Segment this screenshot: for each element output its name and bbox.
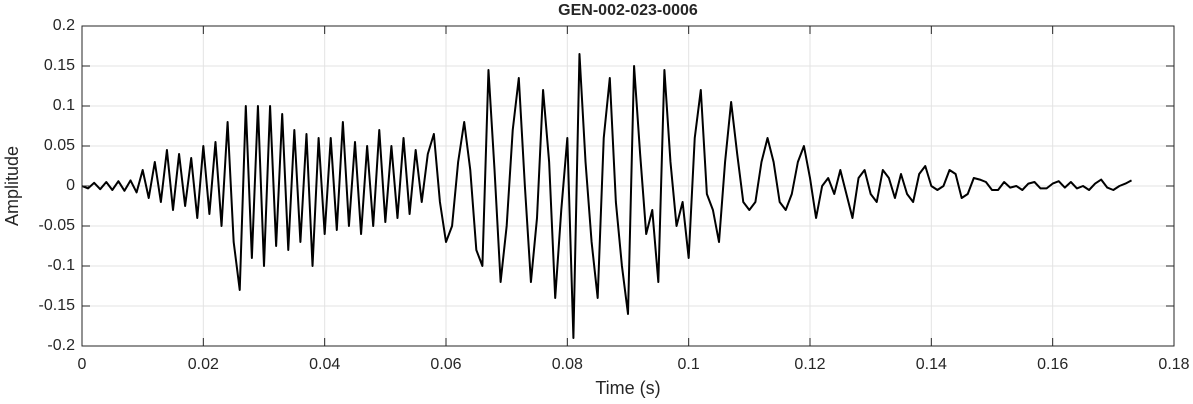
x-tick-label: 0.06 [430, 356, 461, 373]
y-tick-label: -0.2 [47, 337, 75, 354]
chart-title: GEN-002-023-0006 [558, 2, 698, 19]
x-tick-label: 0.04 [309, 356, 340, 373]
x-tick-label: 0.02 [188, 356, 219, 373]
y-tick-label: -0.1 [47, 257, 75, 274]
x-tick-label: 0.12 [794, 356, 825, 373]
waveform [81, 53, 1132, 339]
x-tick-label: 0.16 [1037, 356, 1068, 373]
y-tick-label: 0.2 [53, 17, 75, 34]
y-tick-label: 0.1 [53, 97, 75, 114]
y-tick-label: -0.15 [39, 297, 76, 314]
plot [81, 53, 1132, 339]
x-tick-label: 0.1 [678, 356, 700, 373]
x-tick-label: 0 [78, 356, 87, 373]
x-tick-label: 0.08 [552, 356, 583, 373]
x-tick-label: 0.18 [1158, 356, 1189, 373]
x-tick-label: 0.14 [916, 356, 947, 373]
y-tick-label: 0.05 [44, 137, 75, 154]
x-axis-label: Time (s) [595, 378, 660, 398]
y-tick-label: 0 [66, 177, 75, 194]
y-tick-label: -0.05 [39, 217, 76, 234]
y-tick-label: 0.15 [44, 57, 75, 74]
y-axis-label: Amplitude [2, 146, 22, 226]
